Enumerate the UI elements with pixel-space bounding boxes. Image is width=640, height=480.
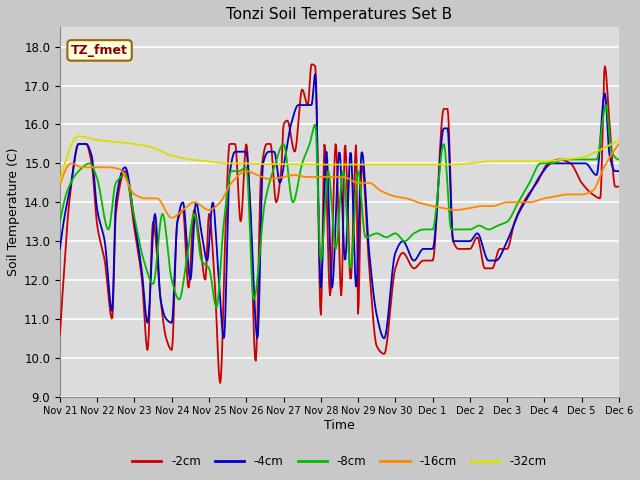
Text: TZ_fmet: TZ_fmet xyxy=(71,44,128,57)
Legend: -2cm, -4cm, -8cm, -16cm, -32cm: -2cm, -4cm, -8cm, -16cm, -32cm xyxy=(127,451,552,473)
Y-axis label: Soil Temperature (C): Soil Temperature (C) xyxy=(7,148,20,276)
X-axis label: Time: Time xyxy=(324,419,355,432)
Title: Tonzi Soil Temperatures Set B: Tonzi Soil Temperatures Set B xyxy=(227,7,452,22)
